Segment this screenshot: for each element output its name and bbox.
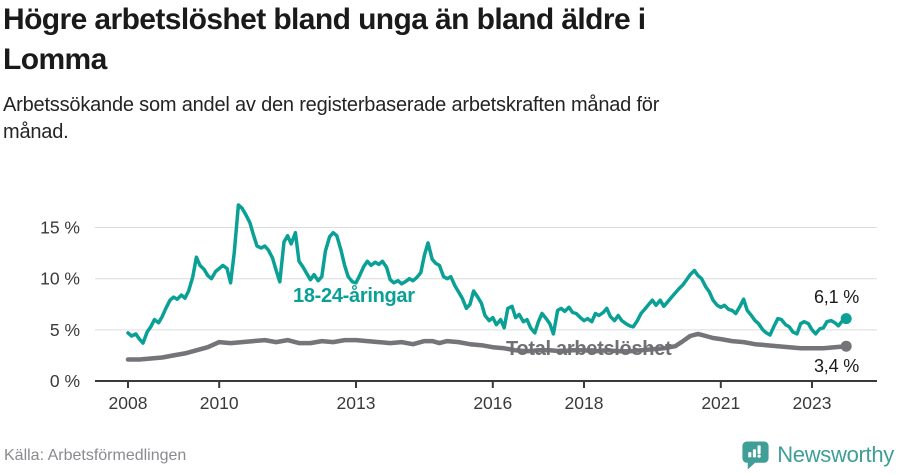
y-tick-label: 15 % [40, 218, 80, 238]
series-label-young: 18-24-åringar [293, 285, 415, 307]
page-title-line2: Lomma [3, 43, 107, 76]
source-caption: Källa: Arbetsförmedlingen [4, 447, 187, 464]
line-chart: 0 % 5 % 10 % 15 % 2008 2010 2013 2016 2018 2021 20… [0, 185, 900, 430]
x-tick-label: 2016 [473, 393, 512, 413]
page-subtitle-line1: Arbetssökande som andel av den registerb… [3, 94, 660, 116]
x-tick-label: 2008 [109, 393, 148, 413]
y-tick-label: 0 % [50, 371, 80, 391]
page-title-line1: Högre arbetslöshet bland unga än bland ä… [3, 3, 646, 36]
x-tick-label: 2018 [565, 393, 604, 413]
series-end-dot-total [840, 340, 852, 352]
y-tick-label: 5 % [50, 320, 80, 340]
x-tick-label: 2010 [200, 393, 239, 413]
series-end-dot-young [840, 313, 852, 325]
page-subtitle: Arbetssökande som andel av den registerb… [3, 92, 848, 146]
newsworthy-logo[interactable]: Newsworthy [740, 438, 894, 472]
y-tick-label: 10 % [40, 269, 80, 289]
x-tick-label: 2013 [337, 393, 376, 413]
page-title: Högre arbetslöshet bland unga än bland ä… [3, 0, 833, 80]
series-line-total [125, 331, 849, 362]
line-chart-canvas: 0 % 5 % 10 % 15 % 2008 2010 2013 2016 2018 2021 20… [40, 203, 877, 413]
end-value-young: 6,1 % [814, 287, 860, 307]
page-subtitle-line2: månad. [3, 121, 69, 143]
newsworthy-logo-text: Newsworthy [777, 442, 894, 467]
x-tick-label: 2021 [701, 393, 740, 413]
series-line-young [126, 203, 848, 345]
series-label-total: Total arbetslöshet [506, 338, 672, 360]
end-value-total: 3,4 % [814, 356, 860, 376]
x-tick-label: 2023 [793, 393, 832, 413]
newsworthy-logo-icon [740, 439, 771, 471]
